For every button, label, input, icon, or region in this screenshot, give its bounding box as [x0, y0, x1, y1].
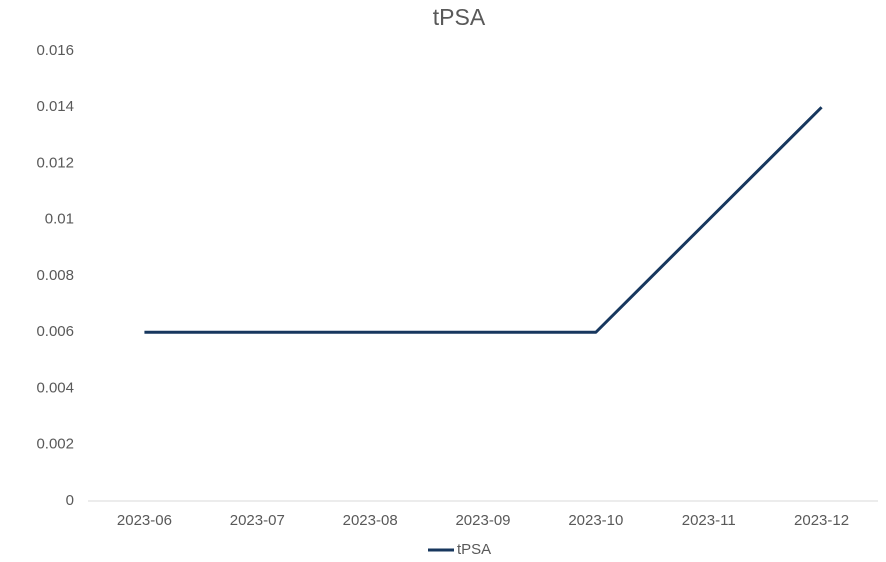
y-tick-label: 0.008: [36, 267, 74, 284]
chart-title: tPSA: [433, 4, 486, 30]
y-tick-label: 0.004: [36, 379, 74, 396]
x-tick-label: 2023-10: [568, 512, 623, 529]
x-tick-label: 2023-08: [343, 512, 398, 529]
y-tick-label: 0.006: [36, 323, 74, 340]
y-tick-label: 0.012: [36, 154, 74, 171]
y-tick-label: 0.016: [36, 42, 74, 59]
x-tick-label: 2023-11: [682, 512, 736, 529]
x-tick-label: 2023-07: [230, 512, 285, 529]
y-tick-label: 0: [66, 492, 74, 509]
x-tick-label: 2023-12: [794, 512, 849, 529]
x-tick-label: 2023-06: [117, 512, 172, 529]
y-tick-label: 0.01: [45, 211, 74, 228]
legend-label: tPSA: [457, 541, 491, 558]
line-series: [144, 106, 823, 334]
y-tick-label: 0.002: [36, 436, 74, 453]
x-tick-label: 2023-09: [455, 512, 510, 529]
y-tick-label: 0.014: [36, 98, 74, 115]
